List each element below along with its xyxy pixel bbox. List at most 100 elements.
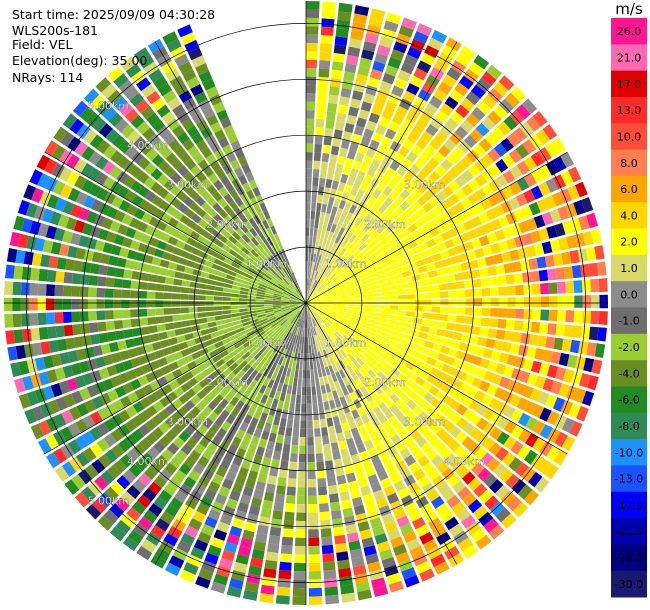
range-gate	[104, 299, 114, 309]
range-gate	[204, 239, 215, 249]
colorbar-swatch	[611, 96, 647, 124]
range-gate	[244, 243, 253, 252]
range-gate	[311, 327, 316, 336]
range-gate	[350, 276, 360, 283]
range-gate	[337, 351, 345, 360]
range-gate	[306, 300, 315, 303]
range-gate	[476, 257, 487, 268]
range-gate	[372, 525, 385, 537]
range-gate	[348, 328, 357, 335]
range-gate	[207, 400, 218, 411]
range-gate	[178, 232, 190, 243]
range-gate	[281, 452, 290, 462]
range-gate	[371, 337, 381, 345]
range-gate	[83, 249, 94, 262]
range-gate	[276, 286, 285, 292]
range-gate	[537, 335, 547, 348]
range-gate	[159, 146, 173, 159]
range-gate	[74, 491, 90, 508]
range-gate	[320, 310, 329, 316]
range-gate	[387, 528, 401, 541]
range-gate	[206, 316, 216, 323]
range-gate	[191, 55, 206, 68]
range-gate	[431, 253, 442, 262]
range-gate	[398, 294, 407, 300]
range-gate	[419, 568, 435, 582]
range-gate	[319, 376, 325, 386]
range-gate	[185, 497, 199, 510]
range-gate	[330, 306, 340, 310]
range-gate	[306, 303, 315, 305]
range-gate	[286, 419, 294, 429]
range-gate	[498, 297, 508, 307]
range-gate	[315, 127, 324, 137]
range-gate	[179, 151, 192, 164]
range-gate	[95, 356, 106, 369]
range-gate	[384, 387, 394, 398]
colorbar-swatch	[611, 123, 647, 151]
range-gate	[435, 390, 447, 401]
range-gate	[486, 64, 503, 80]
range-gate	[350, 351, 359, 360]
range-gate	[328, 260, 335, 269]
range-gate	[330, 298, 340, 301]
range-gate	[373, 333, 383, 341]
range-gate	[367, 216, 377, 227]
range-gate	[351, 21, 366, 33]
range-gate	[82, 415, 96, 429]
range-gate	[67, 439, 82, 455]
range-gate	[416, 258, 426, 267]
range-gate	[270, 235, 277, 244]
range-gate	[150, 525, 166, 539]
range-gate	[479, 327, 489, 337]
range-gate	[293, 352, 298, 361]
range-gate	[361, 537, 375, 548]
range-gate	[397, 69, 412, 82]
range-gate	[225, 358, 235, 367]
range-gate	[307, 311, 309, 320]
range-gate	[493, 340, 504, 351]
range-gate	[239, 203, 248, 214]
range-gate	[15, 249, 26, 264]
range-gate	[312, 177, 319, 187]
range-gate	[586, 342, 597, 357]
range-gate	[254, 340, 263, 349]
range-gate	[540, 282, 550, 295]
range-gate	[54, 466, 70, 482]
range-gate	[149, 360, 160, 371]
range-gate	[487, 360, 499, 372]
range-gate	[442, 338, 453, 347]
range-gate	[456, 508, 471, 523]
range-gate	[242, 363, 251, 373]
range-gate	[404, 234, 415, 244]
range-gate	[362, 286, 372, 292]
range-gate	[554, 222, 566, 237]
range-gate	[477, 467, 492, 482]
range-gate	[428, 327, 438, 335]
range-gate	[326, 283, 334, 289]
range-gate	[359, 276, 369, 282]
range-gate	[339, 303, 348, 306]
range-gate	[253, 224, 262, 235]
range-gate	[278, 356, 284, 366]
range-gate	[88, 151, 102, 166]
range-gate	[320, 341, 325, 351]
range-gate	[471, 106, 486, 121]
range-gate	[109, 220, 121, 233]
range-gate	[306, 294, 308, 303]
range-gate	[36, 154, 51, 171]
range-gate	[422, 285, 432, 293]
range-gate	[403, 54, 419, 67]
range-gate	[502, 169, 516, 184]
range-gate	[282, 340, 289, 349]
range-gate	[228, 200, 239, 211]
range-gate	[264, 309, 274, 314]
range-gate	[316, 272, 322, 281]
range-gate	[452, 263, 463, 273]
range-gate	[262, 456, 272, 467]
range-gate	[288, 315, 295, 322]
range-gate	[506, 496, 522, 512]
range-gate	[329, 289, 338, 294]
range-gate	[91, 251, 103, 263]
range-gate	[141, 263, 152, 273]
